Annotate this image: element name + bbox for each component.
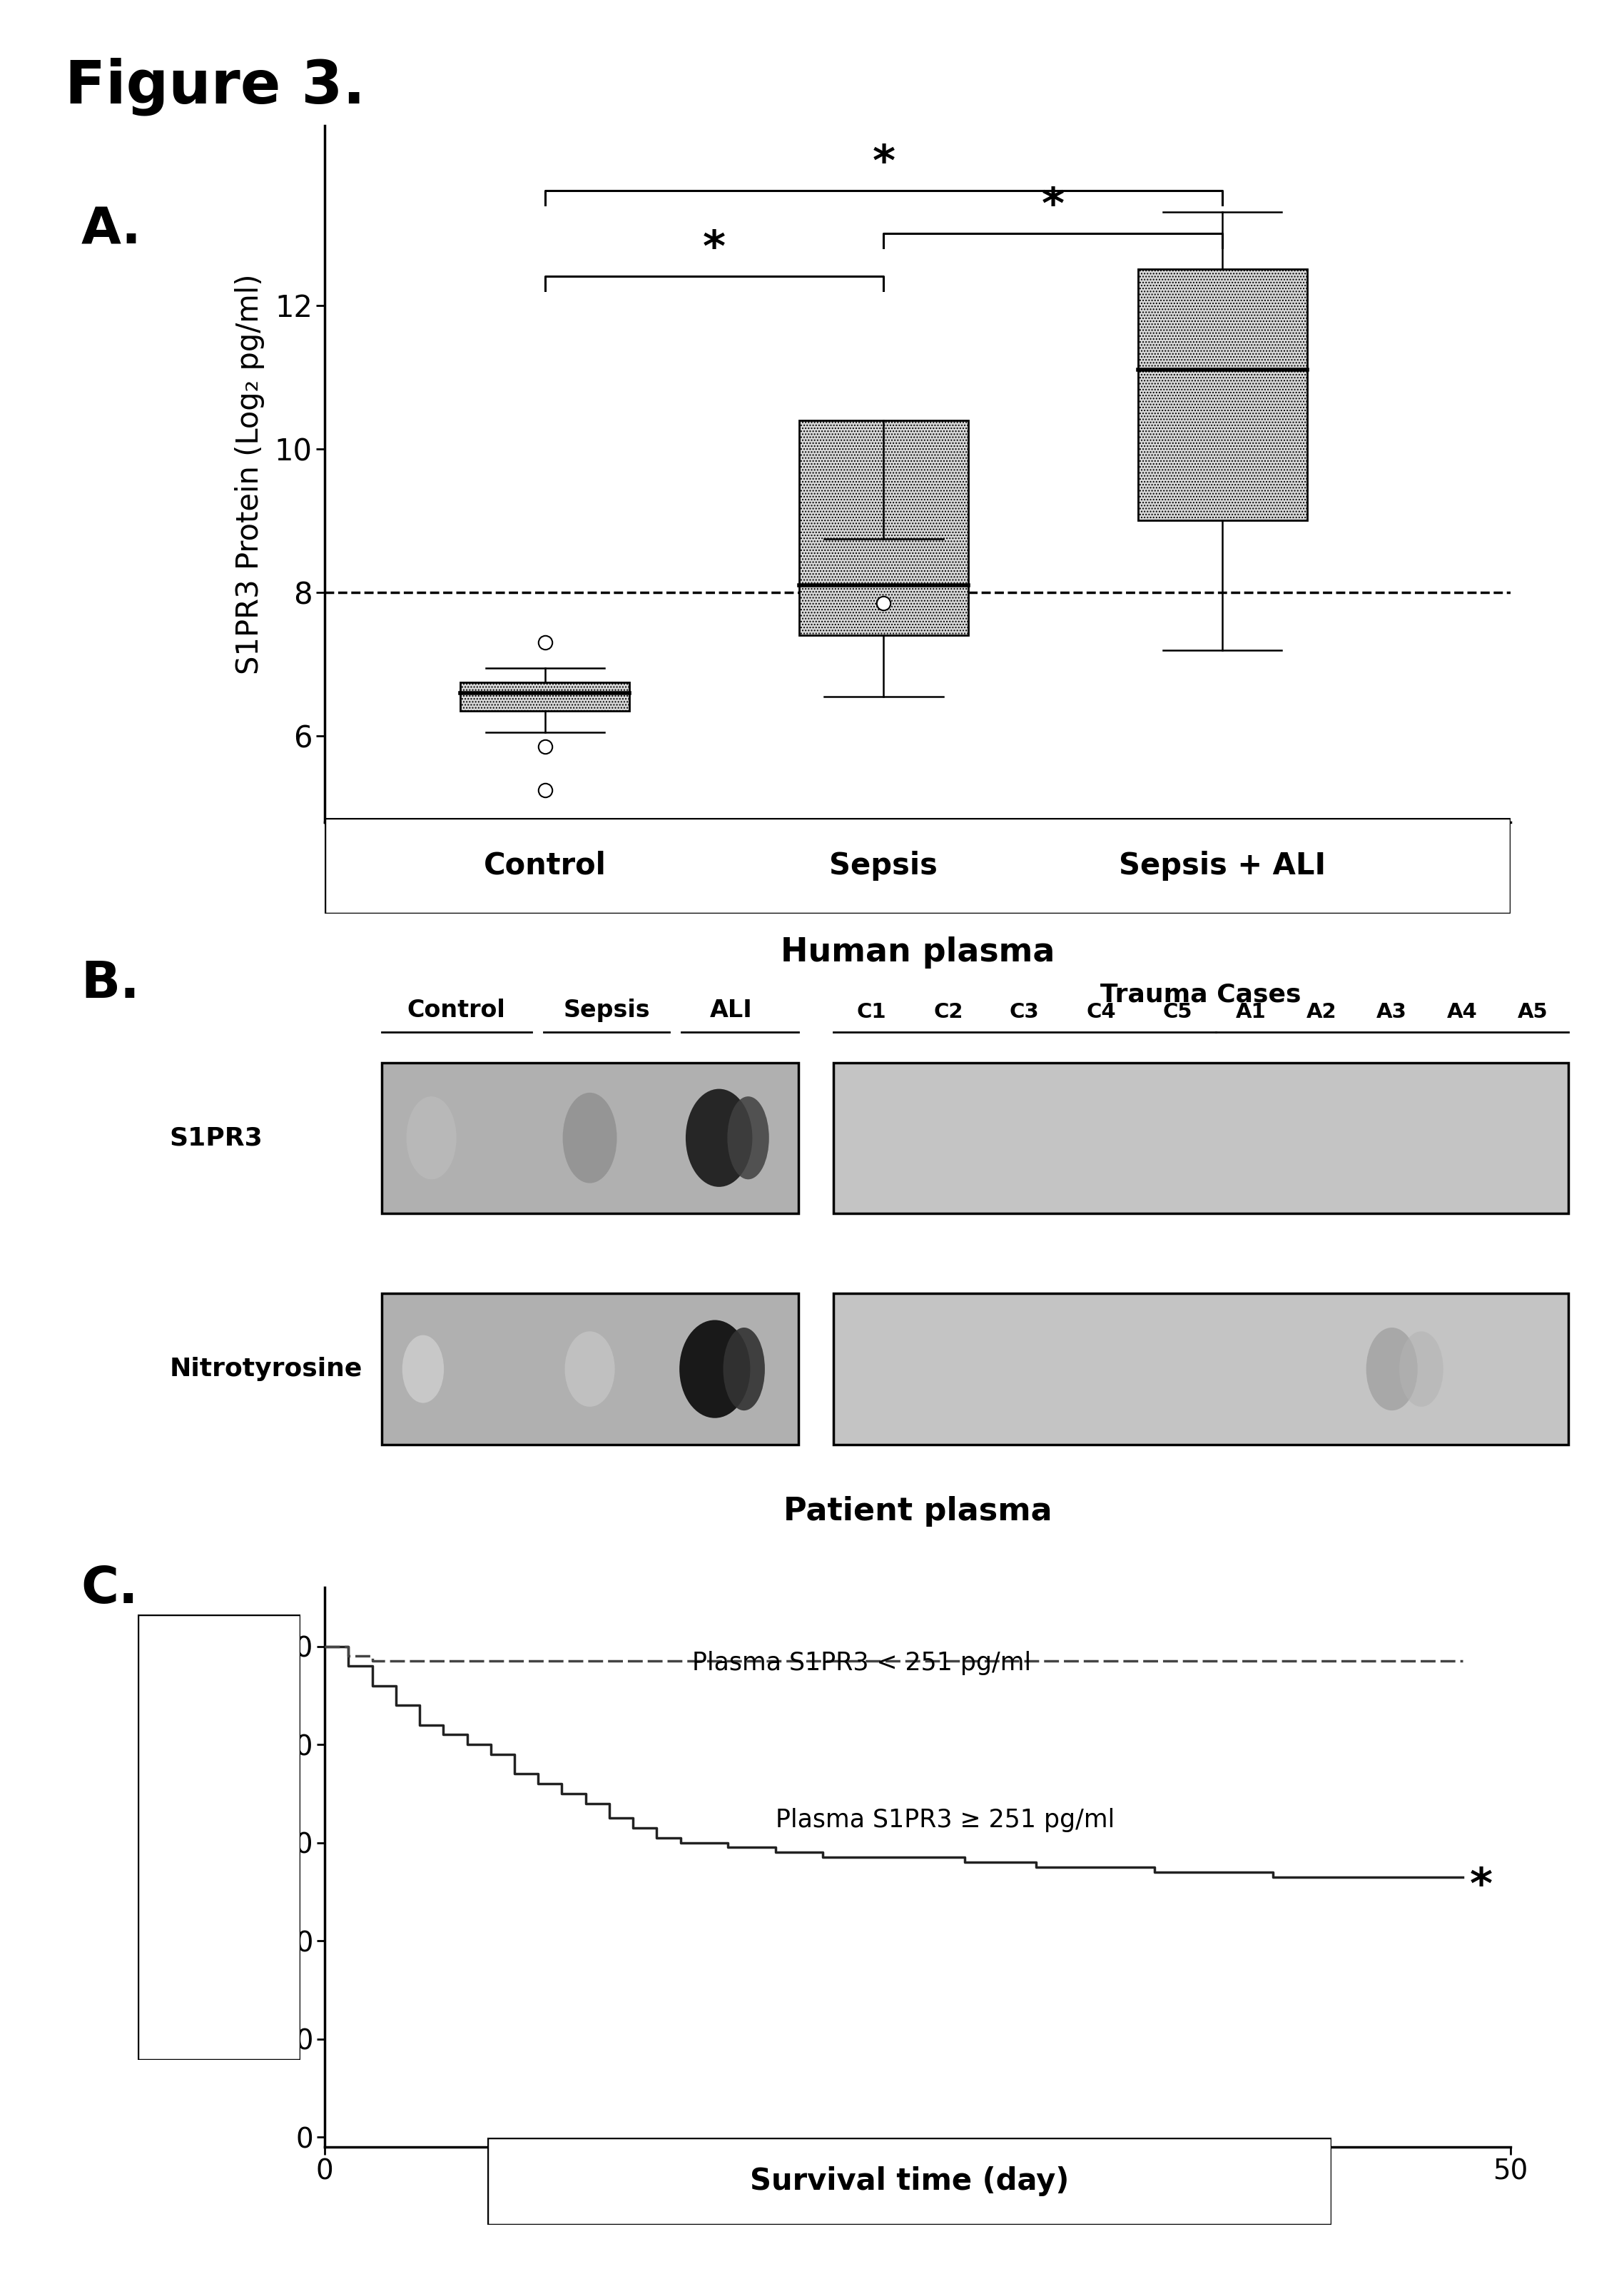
- Text: S1PR3: S1PR3: [169, 1126, 263, 1151]
- Text: *: *: [1041, 185, 1064, 228]
- Text: A2: A2: [1306, 1003, 1337, 1023]
- Ellipse shape: [403, 1336, 443, 1402]
- Text: *: *: [1470, 1866, 1492, 1907]
- Text: Sepsis: Sepsis: [564, 998, 650, 1023]
- Ellipse shape: [685, 1089, 752, 1188]
- Text: C2: C2: [934, 1003, 963, 1023]
- Ellipse shape: [1400, 1332, 1444, 1407]
- Text: A1: A1: [1236, 1003, 1267, 1023]
- Text: C.: C.: [81, 1565, 138, 1615]
- Text: C5: C5: [1163, 1003, 1192, 1023]
- Text: Sepsis + ALI: Sepsis + ALI: [1119, 850, 1325, 882]
- Text: C3: C3: [1010, 1003, 1039, 1023]
- Text: Survival time (day): Survival time (day): [750, 2165, 1069, 2197]
- Bar: [460, 683, 630, 710]
- Text: Nitrotyrosine: Nitrotyrosine: [169, 1357, 362, 1382]
- Text: Plasma S1PR3 ≥ 251 pg/ml: Plasma S1PR3 ≥ 251 pg/ml: [775, 1809, 1114, 1832]
- Text: ALI: ALI: [710, 998, 754, 1023]
- Text: C1: C1: [857, 1003, 887, 1023]
- Ellipse shape: [565, 1332, 615, 1407]
- Text: B.: B.: [81, 959, 140, 1010]
- Ellipse shape: [406, 1096, 456, 1179]
- Text: Sepsis: Sepsis: [828, 850, 937, 882]
- Text: A.: A.: [81, 206, 141, 256]
- Ellipse shape: [679, 1320, 750, 1418]
- Text: *: *: [872, 142, 895, 185]
- Y-axis label: S1PR3 Protein (Log₂ pg/ml): S1PR3 Protein (Log₂ pg/ml): [235, 274, 265, 674]
- Text: C4: C4: [1086, 1003, 1116, 1023]
- Text: *: *: [703, 228, 726, 272]
- Text: A5: A5: [1518, 1003, 1548, 1023]
- Text: Figure 3.: Figure 3.: [65, 57, 365, 114]
- Text: Patient plasma: Patient plasma: [783, 1496, 1052, 1526]
- Text: Control: Control: [408, 998, 505, 1023]
- Text: A4: A4: [1447, 1003, 1478, 1023]
- Y-axis label: Survival (%): Survival (%): [221, 1777, 250, 1957]
- Bar: [382, 1293, 797, 1443]
- Ellipse shape: [1366, 1327, 1418, 1412]
- Bar: [1138, 270, 1307, 521]
- Text: Plasma S1PR3 < 251 pg/ml: Plasma S1PR3 < 251 pg/ml: [692, 1651, 1031, 1676]
- Ellipse shape: [723, 1327, 765, 1412]
- Text: Control: Control: [484, 850, 607, 882]
- Bar: [833, 1062, 1569, 1213]
- Bar: [833, 1293, 1569, 1443]
- Text: Human plasma: Human plasma: [781, 936, 1054, 968]
- Text: Trauma Cases: Trauma Cases: [1101, 982, 1301, 1007]
- Ellipse shape: [728, 1096, 770, 1179]
- Text: A3: A3: [1377, 1003, 1406, 1023]
- Bar: [799, 420, 968, 635]
- Bar: [382, 1062, 797, 1213]
- Ellipse shape: [562, 1092, 617, 1183]
